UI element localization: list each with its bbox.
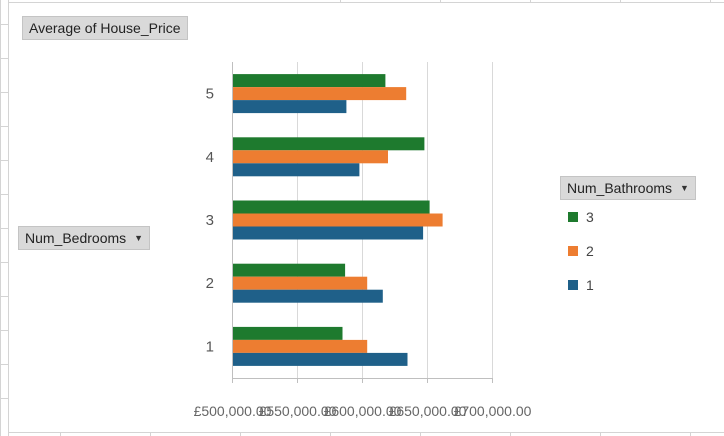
bar — [233, 352, 408, 366]
legend-swatch — [568, 280, 578, 290]
y-tick-label: 1 — [206, 338, 214, 355]
legend-field-button[interactable]: Num_Bathrooms ▼ — [560, 176, 696, 200]
y-tick-label: 2 — [206, 275, 214, 292]
bar — [233, 263, 346, 277]
chevron-down-icon[interactable]: ▼ — [680, 183, 689, 193]
x-tick-label: £650,000.00 — [389, 403, 467, 419]
y-tick-label: 5 — [206, 86, 214, 103]
chevron-down-icon[interactable]: ▼ — [134, 233, 144, 243]
legend-swatch — [568, 212, 578, 222]
row-field-button[interactable]: Num_Bedrooms ▼ — [18, 226, 151, 250]
bar — [233, 87, 407, 101]
value-field-button[interactable]: Average of House_Price — [22, 16, 188, 40]
bar — [233, 289, 383, 303]
x-tick-label: £550,000.00 — [259, 403, 337, 419]
y-tick-label: 4 — [206, 149, 214, 166]
bar — [233, 150, 388, 164]
bar — [233, 226, 424, 240]
legend-item[interactable]: 3 — [568, 209, 594, 225]
bar — [233, 74, 386, 88]
legend-item-label: 3 — [586, 209, 594, 225]
bar — [233, 213, 443, 227]
value-field-label: Average of House_Price — [29, 20, 181, 36]
bar — [233, 137, 425, 151]
x-tick-label: £600,000.00 — [324, 403, 402, 419]
bar — [233, 339, 368, 353]
bar — [233, 276, 368, 290]
legend-item[interactable]: 2 — [568, 243, 594, 259]
bar — [233, 100, 347, 114]
legend-item-label: 1 — [586, 277, 594, 293]
bar — [233, 163, 360, 177]
bar — [233, 326, 343, 340]
legend-item-label: 2 — [586, 243, 594, 259]
bar — [233, 200, 430, 214]
y-tick-label: 3 — [206, 212, 214, 229]
x-tick-label: £700,000.00 — [454, 403, 532, 419]
legend-swatch — [568, 246, 578, 256]
row-field-label: Num_Bedrooms — [25, 230, 127, 246]
x-tick-label: £500,000.00 — [194, 403, 272, 419]
legend-item[interactable]: 1 — [568, 277, 594, 293]
legend-field-label: Num_Bathrooms — [567, 180, 673, 196]
